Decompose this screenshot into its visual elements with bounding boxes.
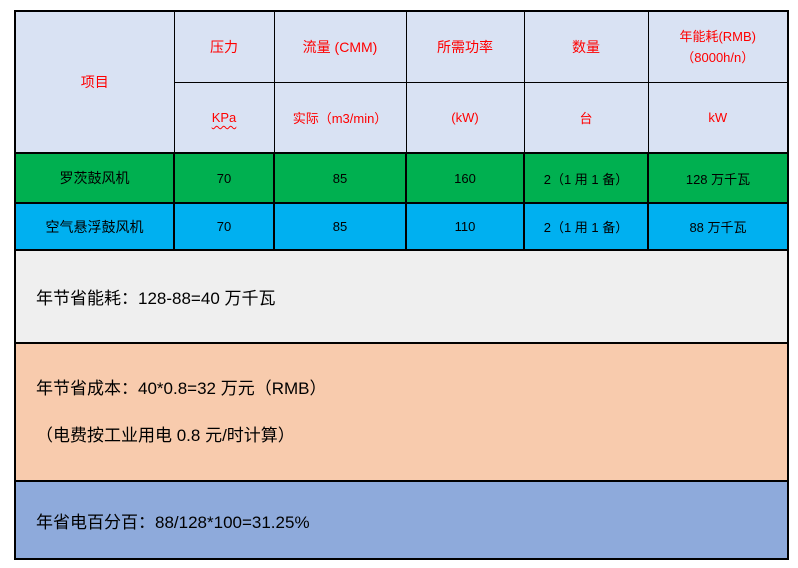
roots-blower-name: 罗茨鼓风机 — [14, 152, 175, 204]
cost-saving-note: （电费按工业用电 0.8 元/时计算） — [36, 426, 295, 445]
table-row-roots-blower: 罗茨鼓风机 70 85 160 2（1 用 1 备） 128 万千瓦 — [14, 152, 789, 204]
unit-pressure: KPa — [173, 81, 275, 154]
air-blower-power: 110 — [405, 202, 525, 251]
air-blower-flow: 85 — [273, 202, 407, 251]
roots-blower-quantity: 2（1 用 1 备） — [523, 152, 649, 204]
table-row-air-suspension-blower: 空气悬浮鼓风机 70 85 110 2（1 用 1 备） 88 万千瓦 — [14, 202, 789, 251]
blower-comparison-table: 项目 压力 流量 (CMM) 所需功率 数量 年能耗(RMB) （8000h/n… — [14, 10, 789, 560]
percentage-saving-text: 年省电百分百：88/128*100=31.25% — [14, 480, 789, 560]
header-flow: 流量 (CMM) — [273, 10, 407, 83]
header-item: 项目 — [14, 10, 175, 154]
air-blower-name: 空气悬浮鼓风机 — [14, 202, 175, 251]
roots-blower-pressure: 70 — [173, 152, 275, 204]
unit-flow: 实际（m3/min） — [273, 81, 407, 154]
header-annual-energy-line1: 年能耗(RMB) — [679, 28, 757, 44]
header-row-2: KPa 实际（m3/min） (kW) 台 kW — [15, 81, 789, 154]
summary-row-percentage: 年省电百分百：88/128*100=31.25% — [14, 480, 789, 560]
header-row-1: 项目 压力 流量 (CMM) 所需功率 数量 年能耗(RMB) （8000h/n… — [14, 10, 789, 154]
energy-saving-text: 年节省能耗：128-88=40 万千瓦 — [14, 249, 789, 344]
roots-blower-power: 160 — [405, 152, 525, 204]
header-pressure: 压力 — [173, 10, 275, 83]
summary-row-cost-saving: 年节省成本：40*0.8=32 万元（RMB） （电费按工业用电 0.8 元/时… — [14, 342, 789, 482]
air-blower-pressure: 70 — [173, 202, 275, 251]
header-annual-energy: 年能耗(RMB) （8000h/n） — [647, 10, 789, 83]
header-quantity: 数量 — [523, 10, 649, 83]
summary-row-energy-saving: 年节省能耗：128-88=40 万千瓦 — [14, 249, 789, 344]
unit-pressure-label: KPa — [211, 109, 237, 125]
unit-power: (kW) — [405, 81, 525, 154]
unit-quantity: 台 — [523, 81, 649, 154]
air-blower-quantity: 2（1 用 1 备） — [523, 202, 649, 251]
cost-saving-text: 年节省成本：40*0.8=32 万元（RMB） — [36, 379, 327, 398]
unit-annual-energy: kW — [647, 81, 789, 154]
roots-blower-flow: 85 — [273, 152, 407, 204]
cost-saving-cell: 年节省成本：40*0.8=32 万元（RMB） （电费按工业用电 0.8 元/时… — [14, 342, 789, 482]
header-annual-energy-line2: （8000h/n） — [681, 49, 755, 65]
header-power: 所需功率 — [405, 10, 525, 83]
air-blower-energy: 88 万千瓦 — [647, 202, 789, 251]
roots-blower-energy: 128 万千瓦 — [647, 152, 789, 204]
